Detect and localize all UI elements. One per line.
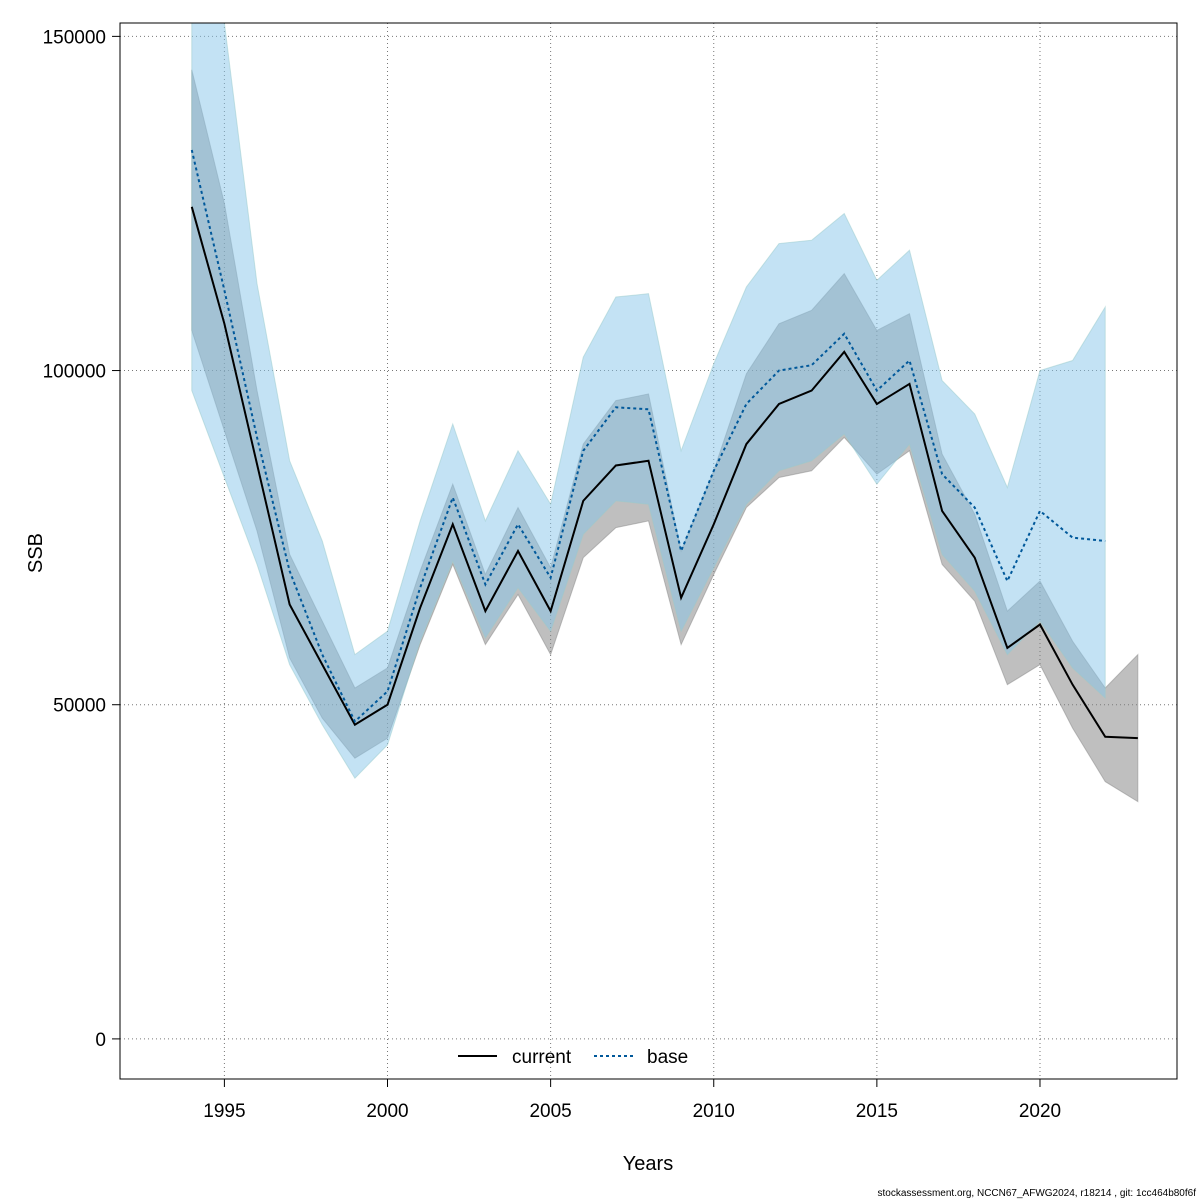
x-tick-label: 2000 (366, 1101, 408, 1122)
y-axis: 0 50000 100000 150000 (43, 27, 120, 1051)
x-tick-label: 2020 (1019, 1101, 1061, 1122)
legend: current base (458, 1047, 688, 1068)
current-line (190, 206, 1138, 740)
y-tick-label: 50000 (53, 696, 106, 717)
x-axis-title: Years (623, 1153, 673, 1175)
series-lines (190, 149, 1138, 740)
footnote: stockassessment.org, NCCN67_AFWG2024, r1… (878, 1188, 1197, 1199)
y-axis-title: SSB (25, 533, 47, 573)
x-tick-label: 1995 (203, 1101, 245, 1122)
y-tick-label: 100000 (43, 362, 106, 383)
x-tick-label: 2010 (693, 1101, 735, 1122)
x-tick-label: 2005 (529, 1101, 571, 1122)
confidence-bands (191, 22, 1139, 803)
legend-current-label: current (512, 1047, 572, 1068)
legend-base-label: base (647, 1047, 688, 1068)
x-tick-label: 2015 (856, 1101, 898, 1122)
x-axis: 1995 2000 2005 2010 2015 2020 (203, 1079, 1061, 1122)
base-line (190, 149, 1106, 724)
y-tick-label: 150000 (43, 27, 106, 48)
base-confidence-band (191, 22, 1106, 780)
y-tick-label: 0 (95, 1030, 106, 1051)
plot-frame (119, 22, 1178, 1080)
